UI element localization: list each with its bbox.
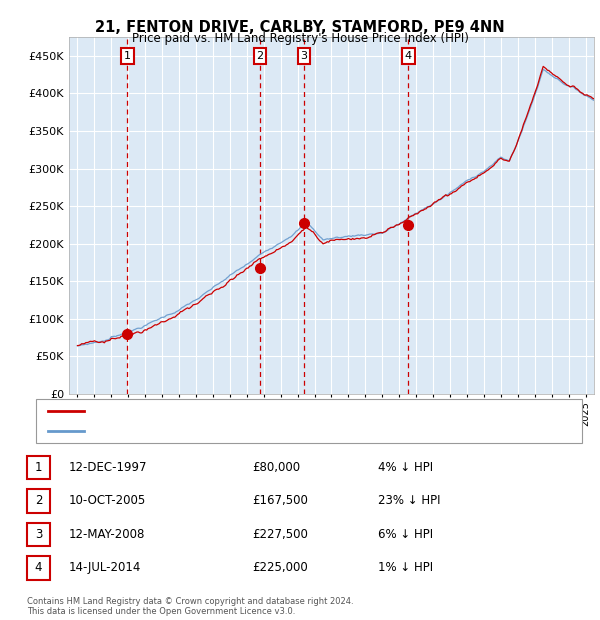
Text: 3: 3 [301,51,307,61]
Text: 12-DEC-1997: 12-DEC-1997 [69,461,148,474]
Text: 21, FENTON DRIVE, CARLBY, STAMFORD, PE9 4NN: 21, FENTON DRIVE, CARLBY, STAMFORD, PE9 … [95,20,505,35]
Text: 1: 1 [35,461,42,474]
Text: £227,500: £227,500 [252,528,308,541]
Text: 4% ↓ HPI: 4% ↓ HPI [378,461,433,474]
Text: 12-MAY-2008: 12-MAY-2008 [69,528,145,541]
Text: 2: 2 [256,51,263,61]
Text: 23% ↓ HPI: 23% ↓ HPI [378,495,440,507]
Text: 3: 3 [35,528,42,541]
Text: 10-OCT-2005: 10-OCT-2005 [69,495,146,507]
Text: Price paid vs. HM Land Registry's House Price Index (HPI): Price paid vs. HM Land Registry's House … [131,32,469,45]
Text: 21, FENTON DRIVE, CARLBY, STAMFORD, PE9 4NN (detached house): 21, FENTON DRIVE, CARLBY, STAMFORD, PE9 … [90,406,424,416]
Text: 1% ↓ HPI: 1% ↓ HPI [378,562,433,574]
Text: £167,500: £167,500 [252,495,308,507]
Text: 4: 4 [405,51,412,61]
Text: This data is licensed under the Open Government Licence v3.0.: This data is licensed under the Open Gov… [27,607,295,616]
Text: £80,000: £80,000 [252,461,300,474]
Text: £225,000: £225,000 [252,562,308,574]
Text: 14-JUL-2014: 14-JUL-2014 [69,562,142,574]
Text: Contains HM Land Registry data © Crown copyright and database right 2024.: Contains HM Land Registry data © Crown c… [27,597,353,606]
Text: 2: 2 [35,495,42,507]
Text: 6% ↓ HPI: 6% ↓ HPI [378,528,433,541]
Text: 4: 4 [35,562,42,574]
Text: HPI: Average price, detached house, South Kesteven: HPI: Average price, detached house, Sout… [90,426,347,436]
Text: 1: 1 [124,51,131,61]
